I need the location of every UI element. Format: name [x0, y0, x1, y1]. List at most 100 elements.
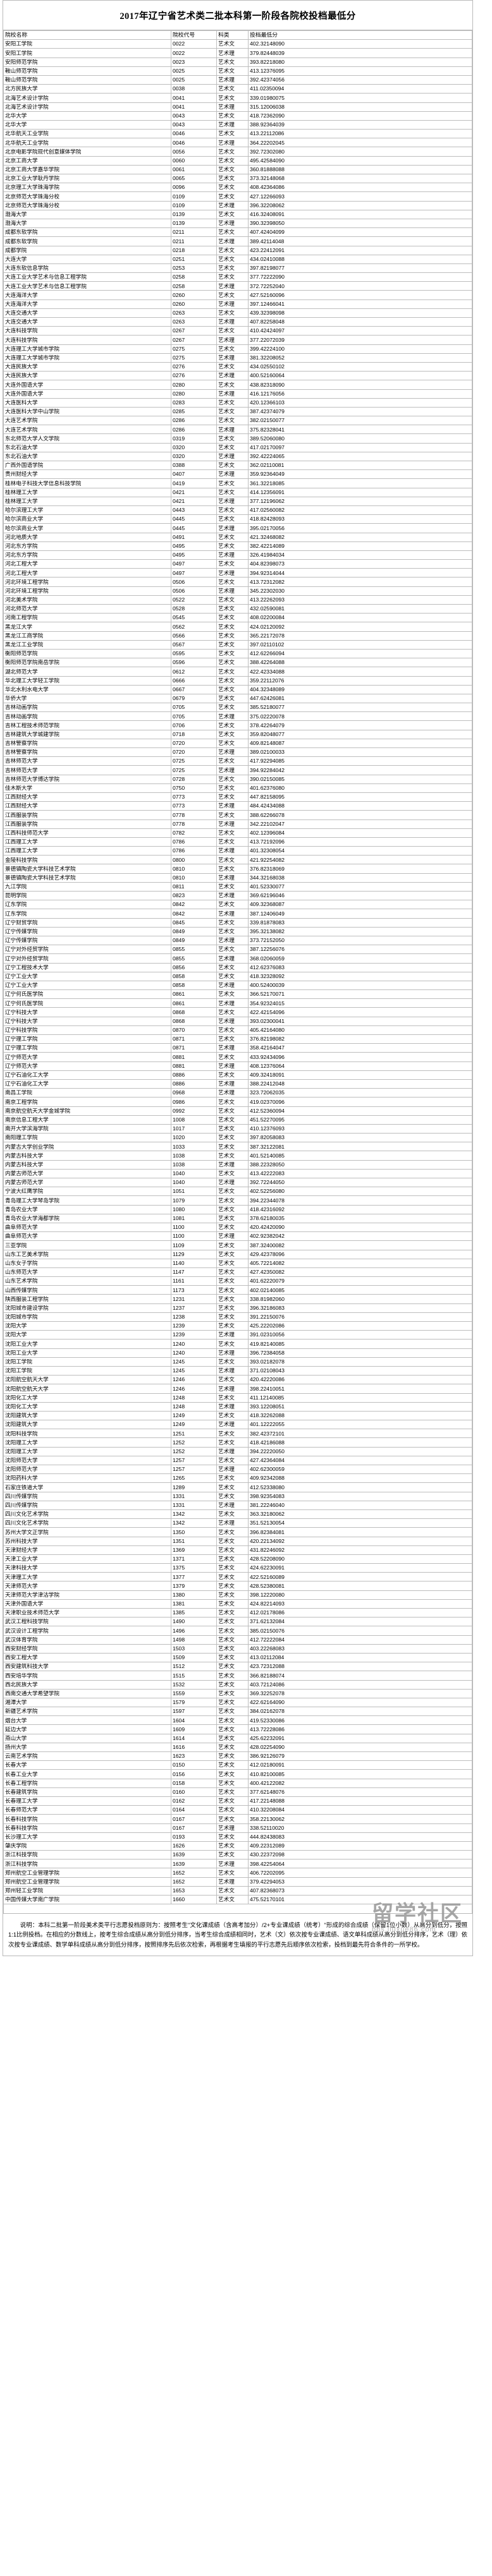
- cell-category: 艺术理: [216, 48, 249, 58]
- cell-school-name: 吉林工程技术师范学院: [3, 720, 171, 730]
- cell-min-score: 413.22112086: [248, 129, 472, 139]
- cell-school-name: 江西服装学院: [3, 810, 171, 820]
- cell-school-name: 内蒙古大学创业学院: [3, 1142, 171, 1152]
- cell-school-code: 0211: [171, 236, 217, 246]
- cell-school-name: 北京理工大学珠海学院: [3, 183, 171, 193]
- cell-school-name: 沈阳建筑大学: [3, 1420, 171, 1430]
- cell-school-name: 安阳师范学院: [3, 57, 171, 67]
- cell-category: 艺术理: [216, 1420, 249, 1430]
- cell-school-name: 山东师范大学: [3, 1267, 171, 1278]
- cell-category: 艺术文: [216, 1545, 249, 1555]
- cell-school-name: 河北工程大学: [3, 559, 171, 569]
- cell-category: 艺术文: [216, 1536, 249, 1546]
- cell-school-name: 云南艺术学院: [3, 1751, 171, 1762]
- cell-school-name: 北京工商大学: [3, 155, 171, 166]
- cell-school-name: 贵州财经大学: [3, 469, 171, 480]
- cell-school-name: 宁波大红鹰学院: [3, 1187, 171, 1197]
- cell-category: 艺术文: [216, 1285, 249, 1295]
- cell-min-score: 418.32262088: [248, 1410, 472, 1421]
- cell-min-score: 424.82214093: [248, 1599, 472, 1609]
- table-row: 北京工业大学耿丹学院 0065 艺术文 373.32148068: [3, 173, 472, 184]
- cell-school-code: 0823: [171, 890, 217, 901]
- cell-min-score: 392.42374056: [248, 75, 472, 85]
- cell-school-code: 0158: [171, 1778, 217, 1788]
- table-row: 哈尔滨理工大学 0443 艺术文 417.02560082: [3, 505, 472, 516]
- table-row: 景德镇陶瓷大学科技艺术学院 0810 艺术理 344.32168038: [3, 873, 472, 883]
- cell-min-score: 396.72384058: [248, 1348, 472, 1358]
- cell-min-score: 359.92364049: [248, 469, 472, 480]
- cell-min-score: 398.22410051: [248, 1384, 472, 1394]
- cell-category: 艺术文: [216, 1796, 249, 1806]
- cell-school-name: 河北环境工程学院: [3, 586, 171, 596]
- cell-category: 艺术文: [216, 881, 249, 892]
- explanation-note: 说明：本科二批第一阶段美术类平行志愿投档原则为：按照考生"文化课成绩（含高考加分…: [8, 1921, 467, 1948]
- table-row: 长春理工大学 0162 艺术文 417.22148088: [3, 1796, 472, 1806]
- cell-school-name: 桂林理工大学: [3, 487, 171, 497]
- cell-category: 艺术文: [216, 272, 249, 282]
- cell-school-code: 1239: [171, 1330, 217, 1340]
- cell-school-code: 0861: [171, 998, 217, 1008]
- cell-school-name: 天津工业大学: [3, 1554, 171, 1564]
- cell-category: 艺术文: [216, 1805, 249, 1815]
- cell-school-code: 0109: [171, 200, 217, 210]
- cell-min-score: 425.22202086: [248, 1321, 472, 1331]
- cell-school-code: 1385: [171, 1607, 217, 1618]
- cell-school-code: 1381: [171, 1599, 217, 1609]
- cell-min-score: 379.42294053: [248, 1877, 472, 1887]
- cell-school-name: 郑州航空工业管理学院: [3, 1868, 171, 1878]
- cell-school-name: 湖北师范大学: [3, 667, 171, 677]
- cell-category: 艺术文: [216, 326, 249, 336]
- cell-category: 艺术文: [216, 1868, 249, 1878]
- cell-school-name: 河北环境工程学院: [3, 577, 171, 587]
- cell-school-code: 0419: [171, 478, 217, 488]
- cell-school-code: 0725: [171, 756, 217, 766]
- table-row: 苏州大学文正学院 1350 艺术文 396.82384081: [3, 1527, 472, 1537]
- cell-school-name: 佳木斯大学: [3, 783, 171, 793]
- table-row: 北华大学 0043 艺术文 418.72362090: [3, 111, 472, 121]
- cell-category: 艺术文: [216, 1769, 249, 1779]
- table-row: 沈阳城市学院 1238 艺术文 391.22150076: [3, 1312, 472, 1322]
- table-row: 长春科技学院 0167 艺术文 358.22130062: [3, 1814, 472, 1824]
- cell-school-code: 0022: [171, 48, 217, 58]
- table-row: 河北工程大学 0497 艺术文 404.82398073: [3, 559, 472, 569]
- cell-category: 艺术文: [216, 1760, 249, 1770]
- cell-min-score: 392.42224065: [248, 451, 472, 462]
- cell-school-name: 辽宁科技大学: [3, 1007, 171, 1017]
- table-row: 南阳理工学院 1020 艺术文 397.82058083: [3, 1133, 472, 1143]
- cell-category: 艺术文: [216, 962, 249, 972]
- cell-min-score: 410.32208084: [248, 1805, 472, 1815]
- cell-school-code: 0285: [171, 406, 217, 417]
- cell-school-name: 北海艺术设计学院: [3, 102, 171, 112]
- cell-school-name: 长春科技学院: [3, 1823, 171, 1833]
- cell-school-code: 0139: [171, 218, 217, 229]
- cell-min-score: 412.02180091: [248, 1760, 472, 1770]
- cell-category: 艺术理: [216, 568, 249, 578]
- cell-category: 艺术理: [216, 1500, 249, 1510]
- cell-school-name: 江西服装学院: [3, 819, 171, 829]
- cell-min-score: 404.32348089: [248, 684, 472, 694]
- cell-min-score: 390.02150085: [248, 774, 472, 784]
- table-row: 沈阳药科大学 1265 艺术文 409.92342088: [3, 1473, 472, 1484]
- table-row: 辽宁工业大学 0858 艺术文 418.32328092: [3, 971, 472, 981]
- cell-category: 艺术文: [216, 1527, 249, 1537]
- cell-school-code: 0041: [171, 102, 217, 112]
- table-row: 辽宁理工学院 0871 艺术理 358.42164047: [3, 1043, 472, 1053]
- cell-school-name: 大连东软信息学院: [3, 263, 171, 274]
- cell-school-name: 四川传媒学院: [3, 1500, 171, 1510]
- cell-min-score: 401.52140085: [248, 1151, 472, 1161]
- cell-category: 艺术文: [216, 1115, 249, 1125]
- cell-school-code: 0258: [171, 272, 217, 282]
- cell-school-code: 1623: [171, 1751, 217, 1762]
- cell-school-name: 吉林师范大学: [3, 756, 171, 766]
- table-row: 山东工艺美术学院 1129 艺术文 429.42378096: [3, 1249, 472, 1259]
- table-row: 大连海洋大学 0260 艺术文 427.52160096: [3, 290, 472, 300]
- table-row: 山东艺术学院 1161 艺术文 401.62220079: [3, 1276, 472, 1286]
- cell-min-score: 402.32148090: [248, 39, 472, 49]
- page-title: 2017年辽宁省艺术类二批本科第一阶段各院校投档最低分: [120, 11, 356, 21]
- cell-school-name: 内蒙古师范大学: [3, 1168, 171, 1179]
- table-row: 天津财经大学 1369 艺术文 431.82246092: [3, 1545, 472, 1555]
- table-row: 金陵科技学院 0800 艺术文 421.92254082: [3, 855, 472, 865]
- cell-school-name: 沈阳理工大学: [3, 1446, 171, 1456]
- cell-school-name: 北华航天工业学院: [3, 138, 171, 148]
- table-row: 安阳工学院 0022 艺术文 402.32148090: [3, 39, 472, 49]
